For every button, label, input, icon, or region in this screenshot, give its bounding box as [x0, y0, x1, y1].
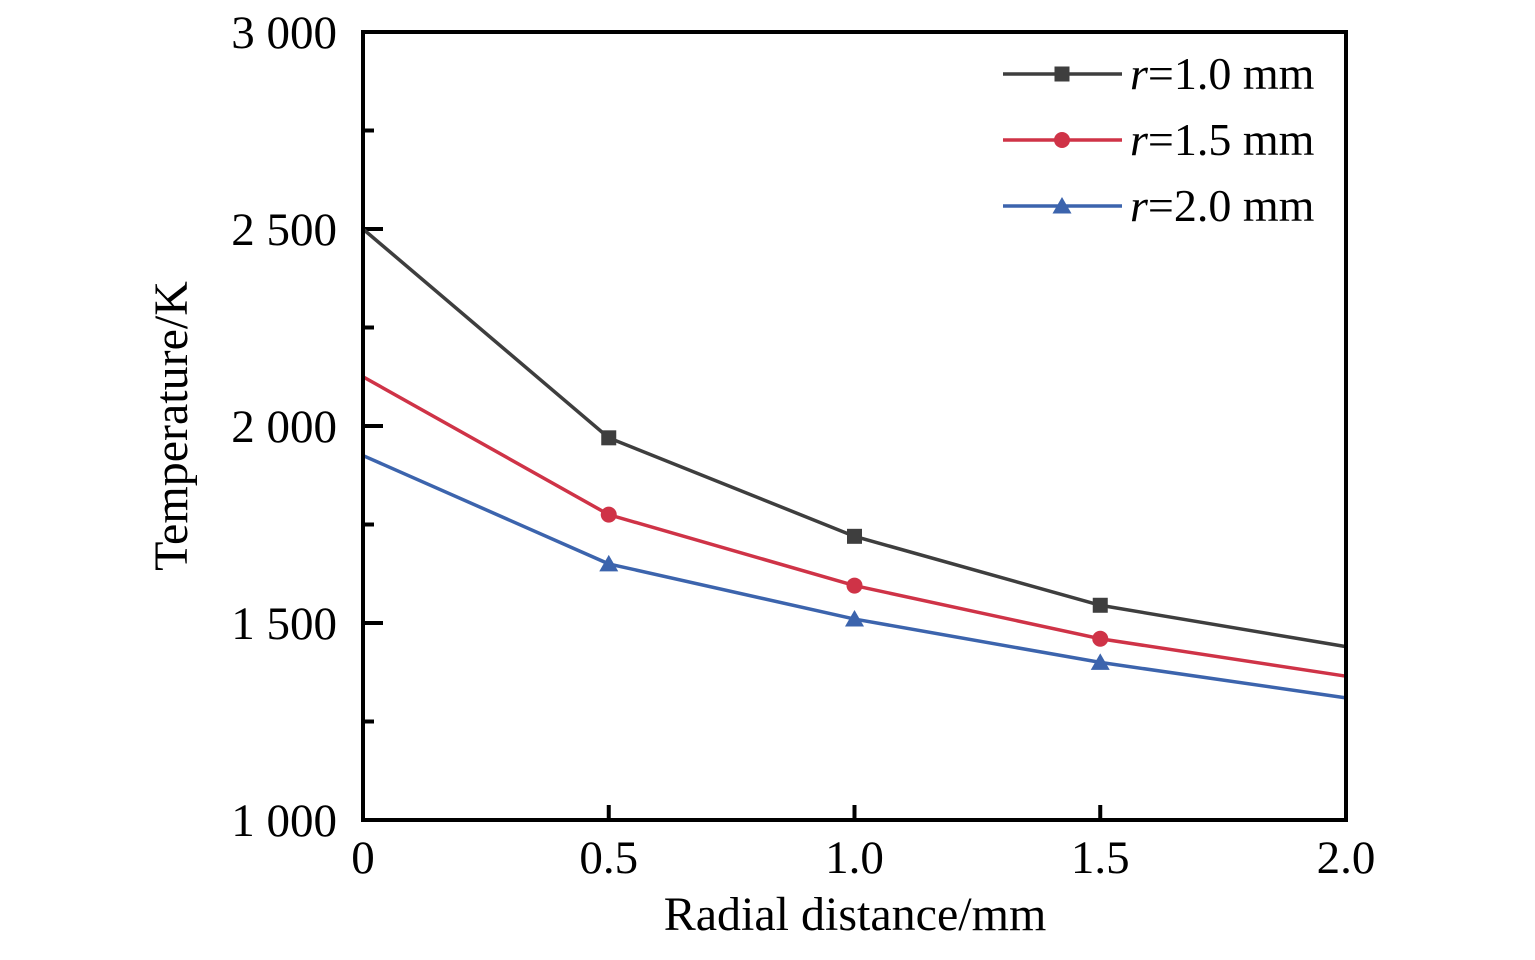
plot-frame	[361, 30, 1348, 822]
data-point-marker	[601, 430, 617, 446]
legend-label-variable: r	[1130, 114, 1149, 165]
x-axis-title: Radial distance/mm	[664, 888, 1047, 941]
data-point-marker	[1092, 630, 1109, 647]
series-2	[362, 375, 1347, 678]
series-line	[362, 375, 1347, 678]
legend-label-value: =2.0 mm	[1148, 180, 1315, 231]
legend-label: r=2.0 mm	[1130, 180, 1315, 231]
series-line	[362, 453, 1347, 700]
x-tick-label: 2.0	[1317, 832, 1376, 884]
legend-label-variable: r	[1130, 48, 1149, 99]
data-point-marker	[599, 554, 619, 572]
legend-marker	[1052, 197, 1072, 214]
legend-label: r=1.0 mm	[1130, 48, 1315, 99]
y-tick-label: 1 500	[231, 598, 337, 650]
legend-marker	[1054, 132, 1070, 148]
legend-item: r=1.5 mm	[1003, 114, 1315, 165]
legend: r=1.0 mmr=1.5 mmr=2.0 mm	[1003, 48, 1315, 231]
legend-label-variable: r	[1130, 180, 1149, 231]
legend-item: r=2.0 mm	[1003, 180, 1315, 231]
y-tick-label: 2 000	[231, 401, 337, 453]
data-point-marker	[600, 506, 617, 523]
x-tick-label: 1.5	[1071, 832, 1130, 884]
series-1	[361, 227, 1347, 649]
data-point-marker	[846, 577, 863, 594]
y-tick-label: 2 500	[231, 204, 337, 256]
y-tick-label: 1 000	[231, 795, 337, 847]
x-tick-label: 0.5	[579, 832, 638, 884]
data-point-marker	[1092, 597, 1108, 613]
y-tick-label: 3 000	[231, 7, 337, 59]
x-tick-label: 1.0	[825, 832, 884, 884]
legend-marker	[1054, 66, 1070, 82]
series-3	[362, 453, 1347, 700]
legend-label: r=1.5 mm	[1130, 114, 1315, 165]
x-tick-label: 0	[351, 832, 375, 884]
data-point-marker	[847, 528, 862, 544]
y-axis-title: Temperature/K	[145, 281, 198, 571]
legend-item: r=1.0 mm	[1003, 48, 1315, 99]
data-point-marker	[1090, 653, 1110, 670]
legend-label-value: =1.0 mm	[1148, 48, 1315, 99]
data-point-marker	[845, 610, 864, 627]
legend-label-value: =1.5 mm	[1148, 114, 1315, 165]
